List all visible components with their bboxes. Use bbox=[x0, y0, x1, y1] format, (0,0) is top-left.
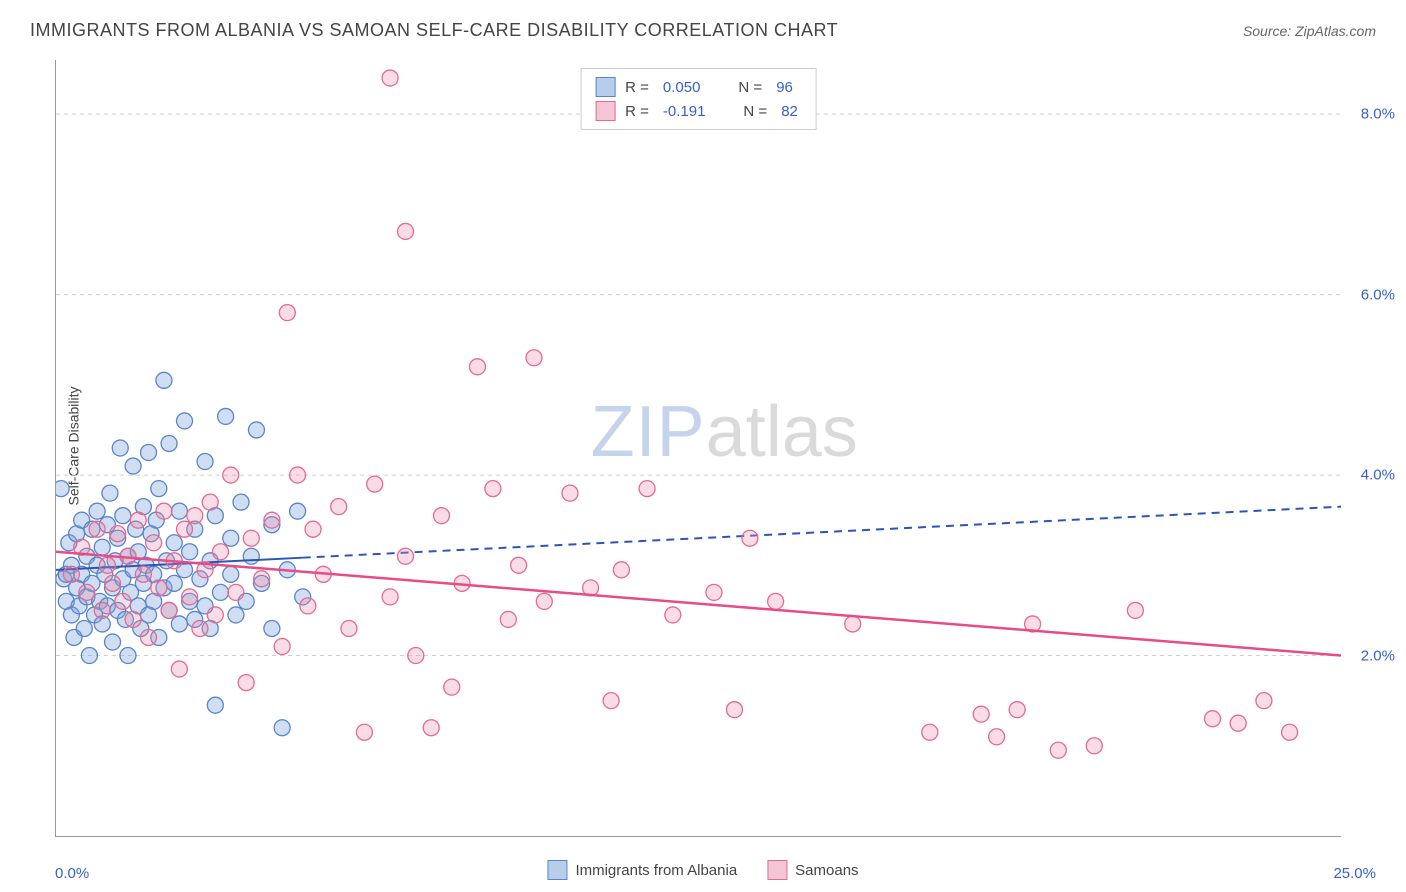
legend-item: Immigrants from Albania bbox=[547, 860, 737, 880]
x-tick-min: 0.0% bbox=[55, 865, 89, 882]
chart-canvas bbox=[56, 60, 1341, 836]
legend-swatch bbox=[547, 860, 567, 880]
stats-legend: R =0.050N =96R =-0.191N =82 bbox=[580, 68, 817, 130]
legend-item: Samoans bbox=[767, 860, 858, 880]
legend-swatch bbox=[595, 77, 615, 97]
scatter-chart: ZIPatlas R =0.050N =96R =-0.191N =82 2.0… bbox=[55, 60, 1341, 837]
chart-title: IMMIGRANTS FROM ALBANIA VS SAMOAN SELF-C… bbox=[30, 20, 838, 41]
chart-source: Source: ZipAtlas.com bbox=[1243, 23, 1376, 39]
legend-label: Samoans bbox=[795, 862, 858, 879]
y-tick-label: 2.0% bbox=[1361, 647, 1395, 664]
chart-header: IMMIGRANTS FROM ALBANIA VS SAMOAN SELF-C… bbox=[30, 20, 1376, 41]
y-tick-label: 6.0% bbox=[1361, 286, 1395, 303]
y-tick-label: 8.0% bbox=[1361, 106, 1395, 123]
x-tick-max: 25.0% bbox=[1333, 865, 1376, 882]
y-tick-label: 4.0% bbox=[1361, 467, 1395, 484]
legend-row: R =-0.191N =82 bbox=[595, 99, 802, 123]
legend-swatch bbox=[767, 860, 787, 880]
legend-row: R =0.050N =96 bbox=[595, 75, 802, 99]
legend-swatch bbox=[595, 101, 615, 121]
series-legend: Immigrants from Albania Samoans bbox=[547, 860, 858, 880]
legend-label: Immigrants from Albania bbox=[575, 862, 737, 879]
